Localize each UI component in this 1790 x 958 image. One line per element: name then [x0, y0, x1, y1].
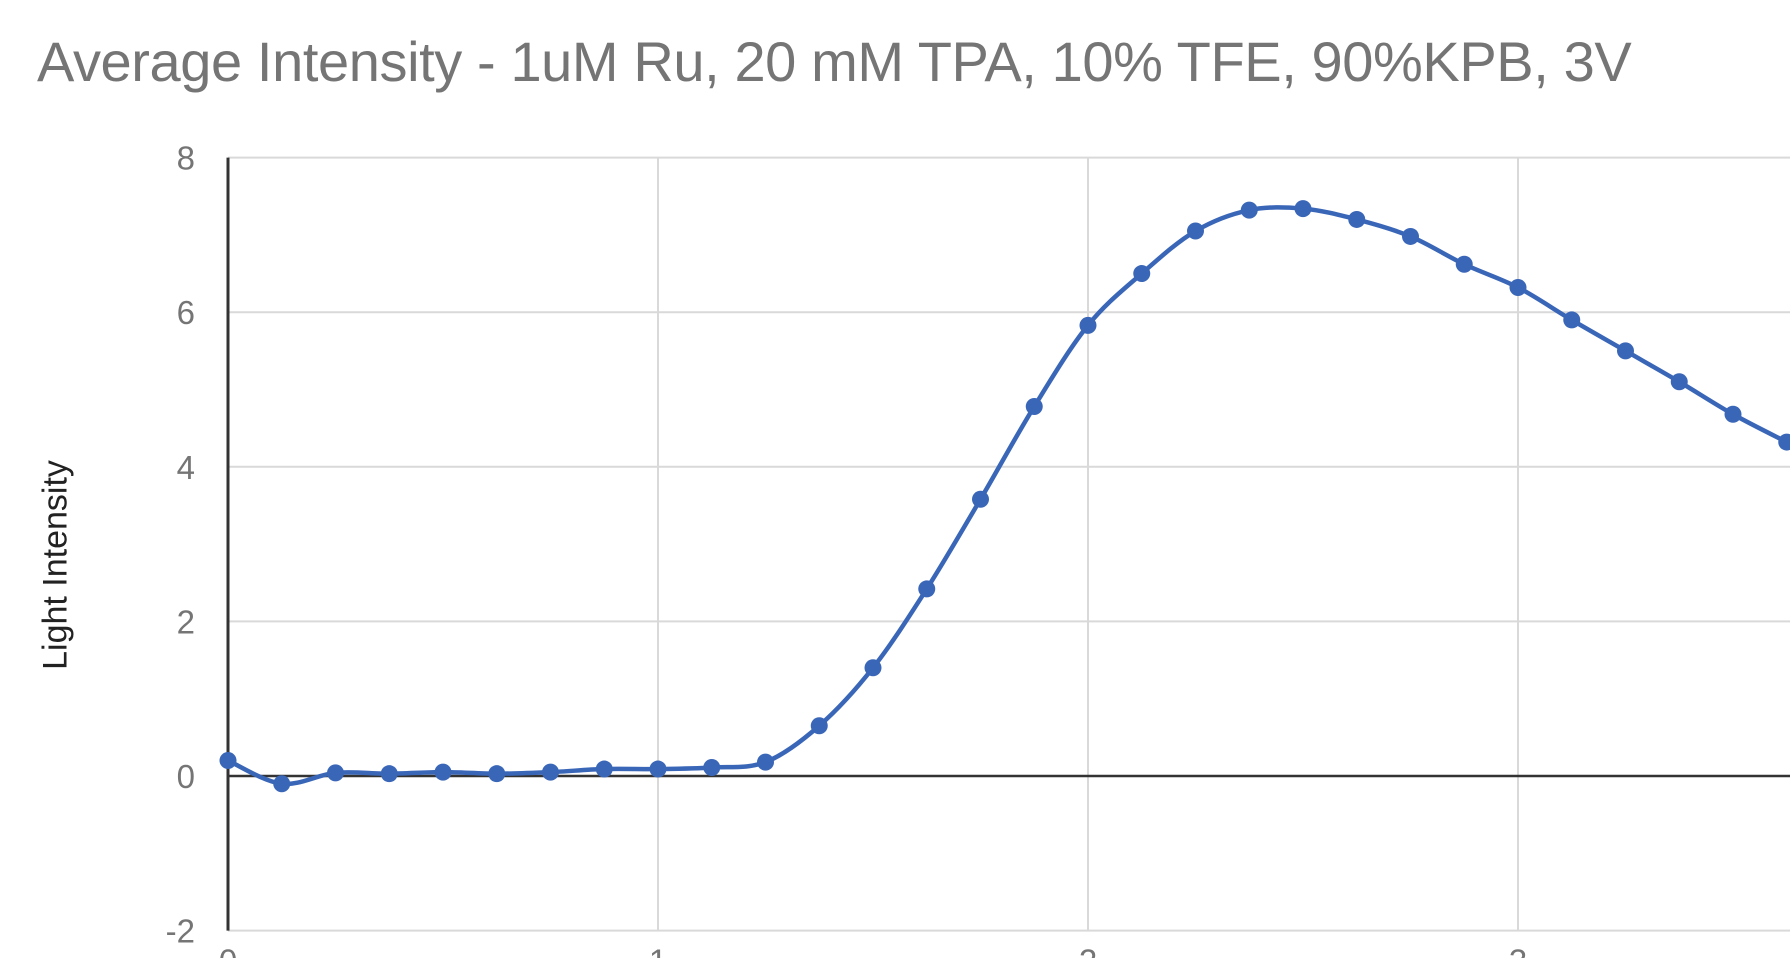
data-points [219, 200, 1790, 793]
data-point [1025, 398, 1043, 416]
data-point [595, 760, 613, 778]
data-point [1724, 405, 1742, 423]
y-tick-label: 4 [177, 449, 195, 486]
series-line-group [225, 205, 1789, 787]
data-point [380, 765, 398, 783]
x-tick-label: 2 [1079, 943, 1097, 958]
gridlines [228, 156, 1790, 932]
data-point [1670, 373, 1688, 391]
data-point [1240, 201, 1258, 219]
x-tick-label: 1 [649, 943, 667, 958]
data-point [918, 580, 936, 598]
y-tick-label: 0 [177, 758, 195, 795]
data-point [273, 775, 291, 793]
series-line [225, 205, 1789, 787]
data-point [1778, 433, 1790, 451]
y-tick-label: 8 [177, 140, 195, 177]
y-tick-label: 2 [177, 603, 195, 640]
x-tick-label: 0 [219, 943, 237, 958]
data-point [219, 752, 237, 770]
data-point [1402, 227, 1419, 245]
data-point [703, 758, 721, 776]
data-point [1563, 311, 1581, 329]
data-point [1133, 265, 1151, 283]
data-point [488, 765, 506, 783]
data-point [649, 760, 667, 778]
x-tick-label: 3 [1509, 943, 1527, 958]
data-point [542, 763, 559, 781]
data-point [1509, 278, 1527, 296]
y-tick-label: -2 [166, 913, 195, 950]
data-point [1348, 210, 1366, 228]
data-point [1187, 222, 1204, 240]
data-point [972, 490, 989, 508]
axes [226, 157, 1790, 931]
data-point [757, 753, 774, 771]
data-point [1294, 200, 1312, 218]
data-point [434, 763, 452, 781]
tick-labels: -2 0 2 4 6 8 0 1 2 3 [166, 140, 1528, 958]
data-point [1079, 316, 1097, 334]
data-point [864, 659, 882, 677]
data-point [327, 764, 344, 782]
data-point [1617, 342, 1634, 360]
data-point [1455, 255, 1473, 273]
data-point [810, 717, 828, 735]
y-tick-label: 6 [177, 294, 195, 331]
chart-title: Average Intensity - 1uM Ru, 20 mM TPA, 1… [37, 30, 1632, 93]
